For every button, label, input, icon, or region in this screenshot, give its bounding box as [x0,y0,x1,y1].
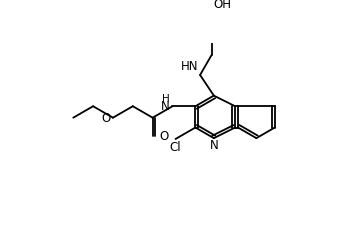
Text: OH: OH [213,0,231,11]
Text: O: O [101,112,110,125]
Text: N: N [210,139,218,152]
Text: HN: HN [181,60,199,73]
Text: H: H [162,94,170,104]
Text: Cl: Cl [170,141,181,154]
Text: N: N [161,100,170,113]
Text: O: O [159,130,169,143]
